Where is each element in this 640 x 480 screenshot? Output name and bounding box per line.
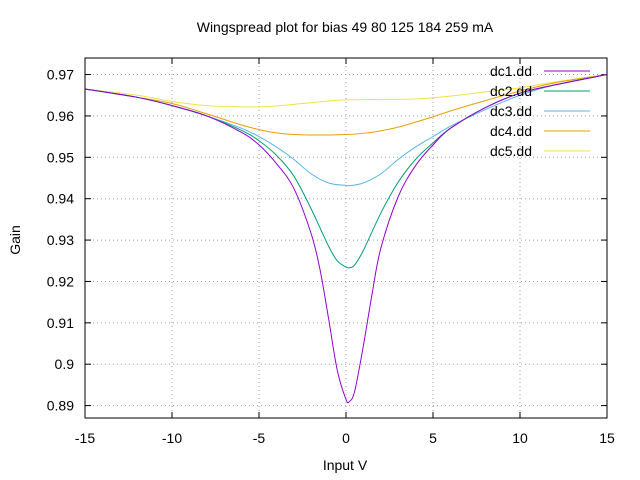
y-tick-label: 0.92 — [47, 273, 74, 289]
x-tick-label: -5 — [253, 430, 266, 446]
x-tick-label: 10 — [512, 430, 528, 446]
x-axis-label: Input V — [323, 457, 368, 473]
y-tick-label: 0.95 — [47, 149, 74, 165]
x-tick-label: 0 — [342, 430, 350, 446]
legend-label: dc1.dd — [490, 63, 532, 79]
x-tick-label: -10 — [162, 430, 182, 446]
x-tick-label: 15 — [599, 430, 615, 446]
legend-label: dc5.dd — [490, 143, 532, 159]
y-tick-label: 0.97 — [47, 67, 74, 83]
series-line-dc5-dd — [84, 74, 608, 108]
y-tick-label: 0.94 — [47, 191, 74, 207]
series-line-dc1-dd — [84, 74, 608, 404]
legend: dc1.dd dc2.dd dc3.dd dc4.dd dc5.dd — [490, 63, 590, 159]
data-series — [84, 74, 608, 404]
legend-label: dc4.dd — [490, 123, 532, 139]
plot-frame — [84, 57, 608, 419]
axis-ticks: -15 -10 -5 0 5 10 15 0.89 0.9 0.91 0.92 0.93 0.94 0.9… — [47, 58, 615, 446]
x-tick-label: -15 — [75, 430, 95, 446]
x-tick-label: 5 — [429, 430, 437, 446]
y-tick-label: 0.93 — [47, 232, 74, 248]
y-tick-label: 0.9 — [55, 356, 75, 372]
chart-title: Wingspread plot for bias 49 80 125 184 2… — [197, 19, 494, 35]
y-tick-label: 0.89 — [47, 398, 74, 414]
y-axis-label: Gain — [7, 225, 23, 255]
y-tick-label: 0.91 — [47, 315, 74, 331]
series-line-dc4-dd — [84, 74, 608, 136]
y-tick-label: 0.96 — [47, 108, 74, 124]
legend-label: dc2.dd — [490, 83, 532, 99]
legend-label: dc3.dd — [490, 103, 532, 119]
grid-lines — [85, 58, 607, 418]
